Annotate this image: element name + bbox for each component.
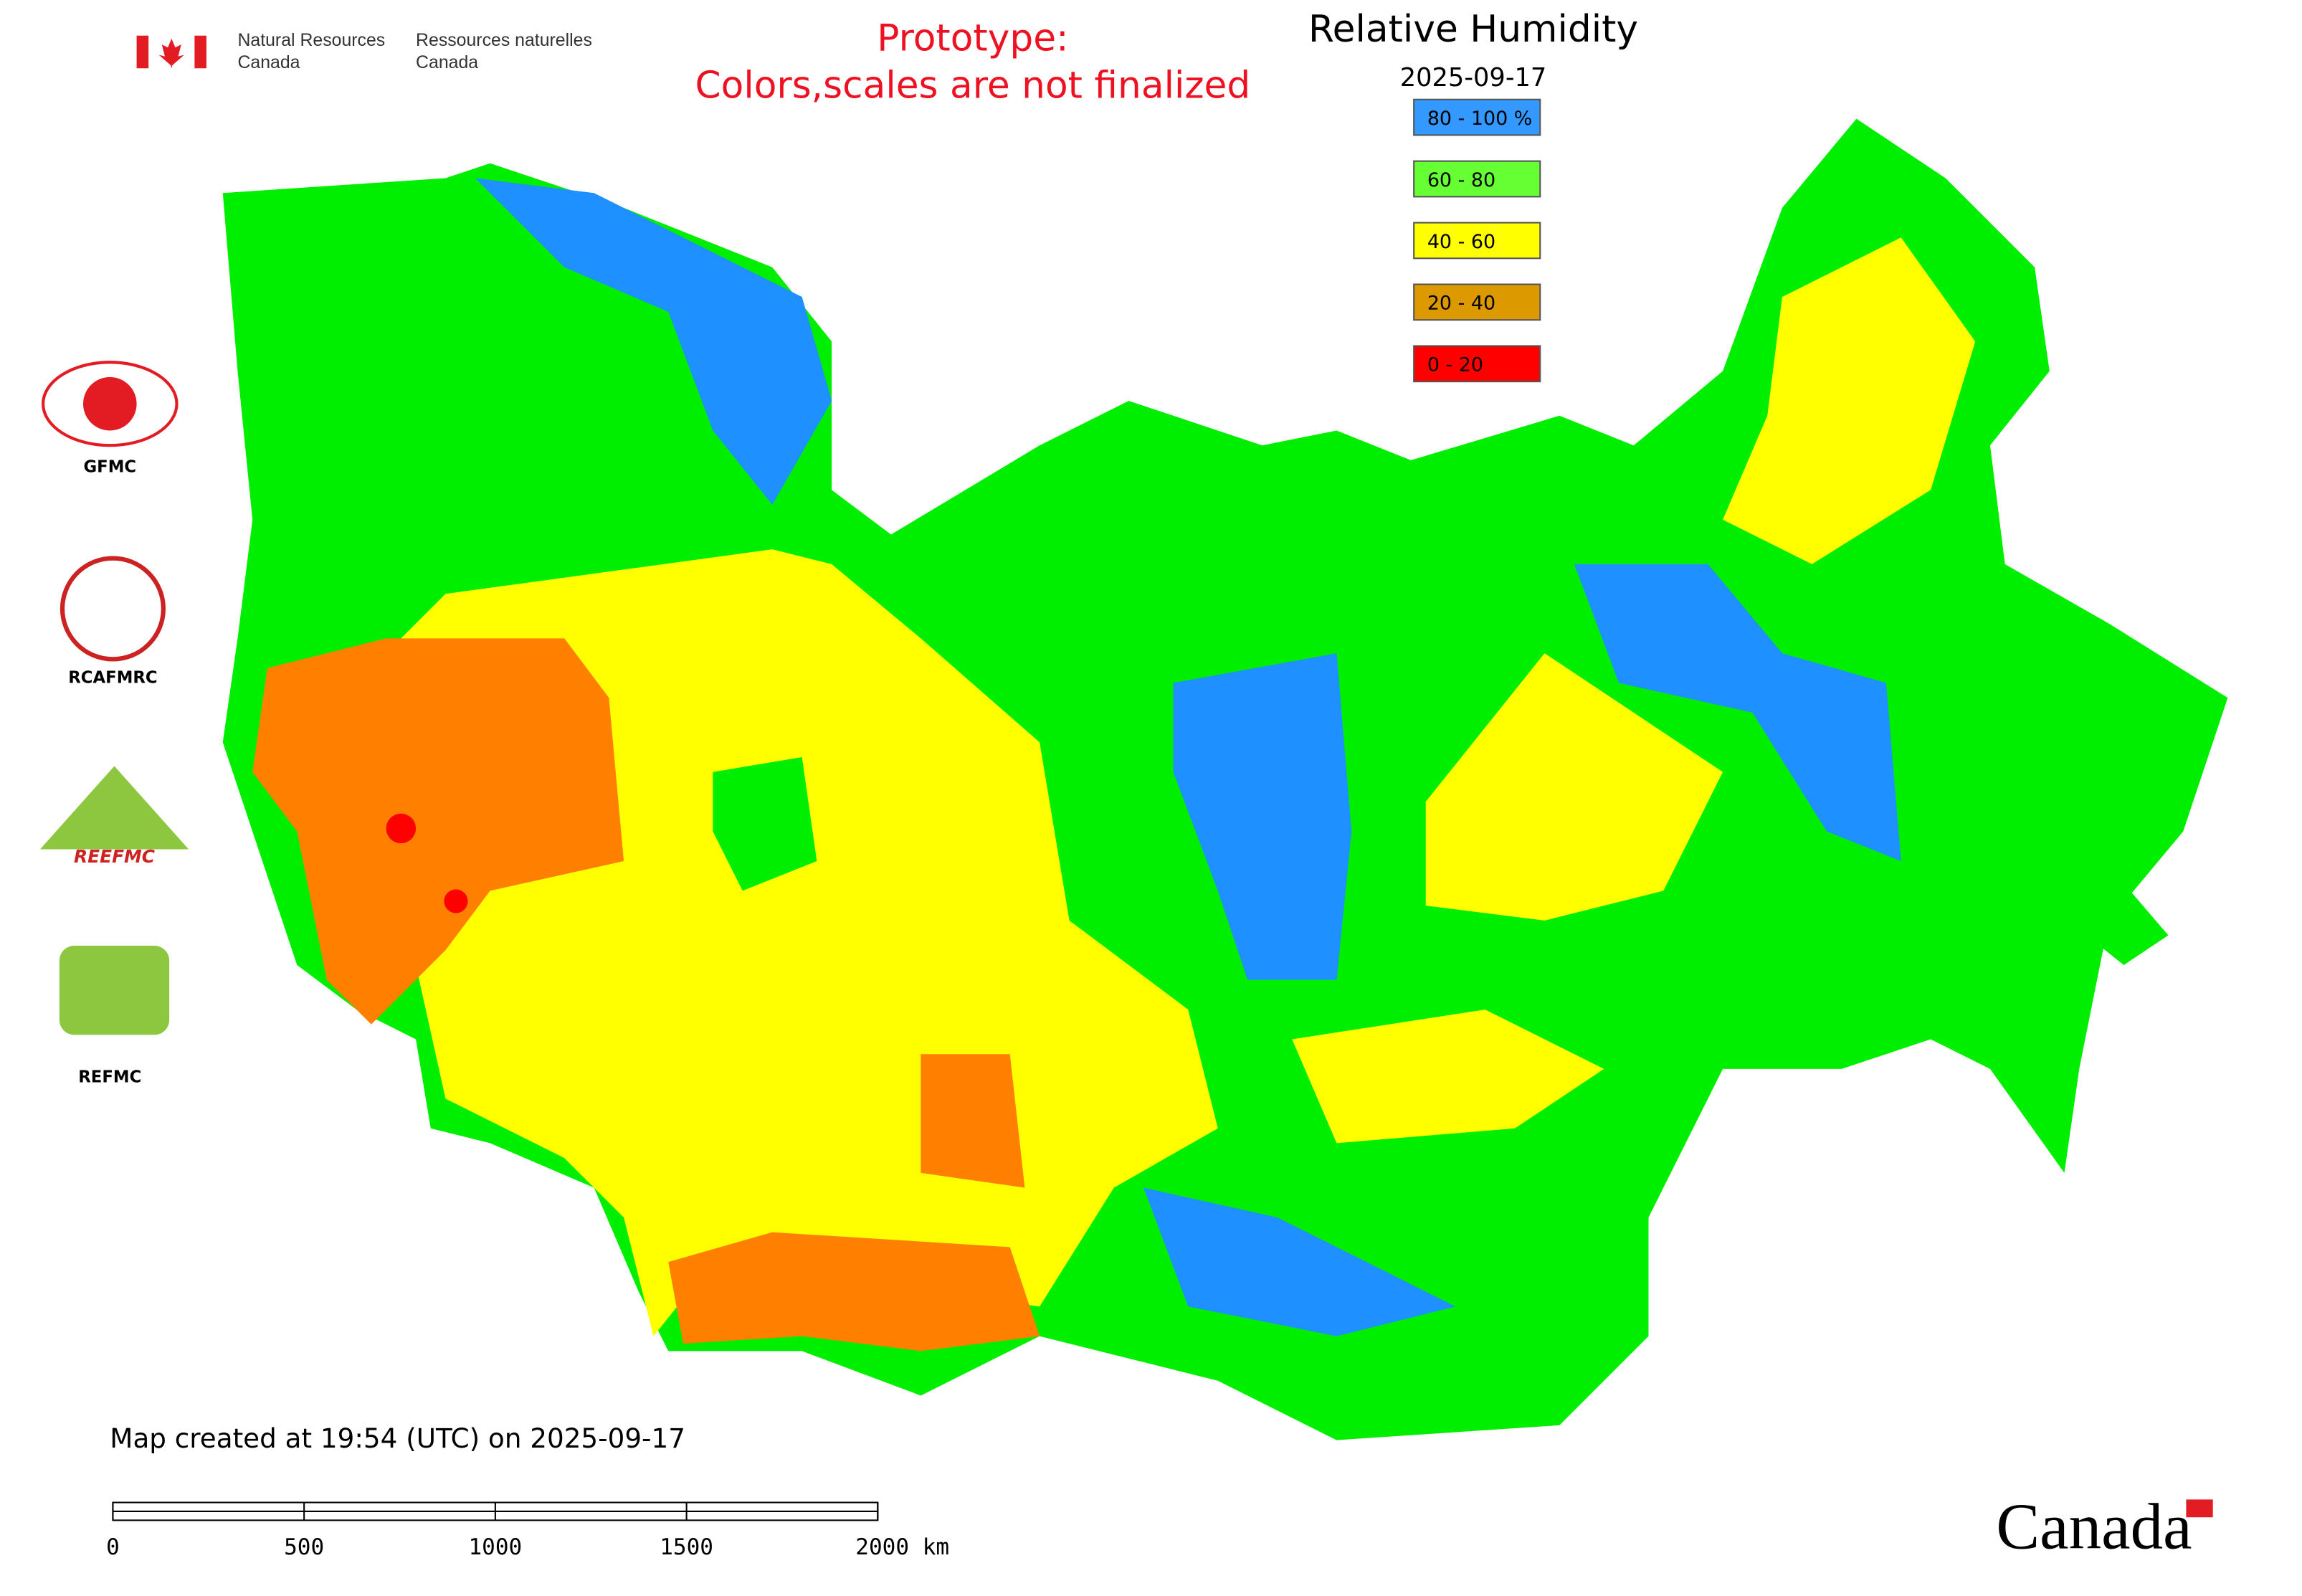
map-title: Relative Humidity xyxy=(1308,8,1638,51)
scale-label: 0 xyxy=(106,1534,120,1560)
scale-bar: 0 500 1000 1500 2000 km xyxy=(106,1501,949,1560)
canada-wordmark: Canada xyxy=(1996,1491,2192,1563)
agency-fr: Ressources naturelles xyxy=(416,31,592,50)
legend-label: 60 - 80 xyxy=(1427,169,1495,191)
logo-label: RCAFMRC xyxy=(68,669,157,688)
logo-text: REEFMC xyxy=(74,846,155,867)
legend: 80 - 100 % 60 - 80 40 - 60 20 - 40 0 - 20 xyxy=(1413,98,1541,383)
scale-label: 500 xyxy=(284,1534,324,1560)
legend-label: 0 - 20 xyxy=(1427,354,1483,376)
humidity-map xyxy=(222,118,2228,1440)
scale-label: 1500 xyxy=(660,1534,713,1560)
scale-label: 1000 xyxy=(468,1534,522,1560)
partner-logos: GFMC RCAFMRC REEFMC REFMC xyxy=(39,361,189,1087)
legend-swatch xyxy=(1413,345,1541,383)
legend-label: 40 - 60 xyxy=(1427,231,1495,253)
notice: Prototype: xyxy=(877,16,1068,60)
legend-label: 20 - 40 xyxy=(1427,293,1495,315)
legend-swatch xyxy=(1413,98,1541,136)
map-date: 2025-09-17 xyxy=(1400,63,1547,92)
agency-fr: Canada xyxy=(416,53,478,72)
legend-swatch xyxy=(1413,222,1541,260)
legend-label: 80 - 100 % xyxy=(1427,108,1533,130)
created-note: Map created at 19:54 (UTC) on 2025-09-17 xyxy=(110,1422,685,1454)
agency-signature: Natural Resources Canada Ressources natu… xyxy=(136,31,592,72)
logo-label: REFMC xyxy=(78,1068,141,1087)
scale-label: 2000 km xyxy=(855,1534,949,1560)
agency-en: Natural Resources xyxy=(237,31,385,50)
agency-en: Canada xyxy=(237,53,300,72)
logo-label: GFMC xyxy=(83,457,136,476)
notice: Colors,scales are not finalized xyxy=(695,65,1251,108)
legend-swatch xyxy=(1413,160,1541,198)
legend-swatch xyxy=(1413,283,1541,321)
